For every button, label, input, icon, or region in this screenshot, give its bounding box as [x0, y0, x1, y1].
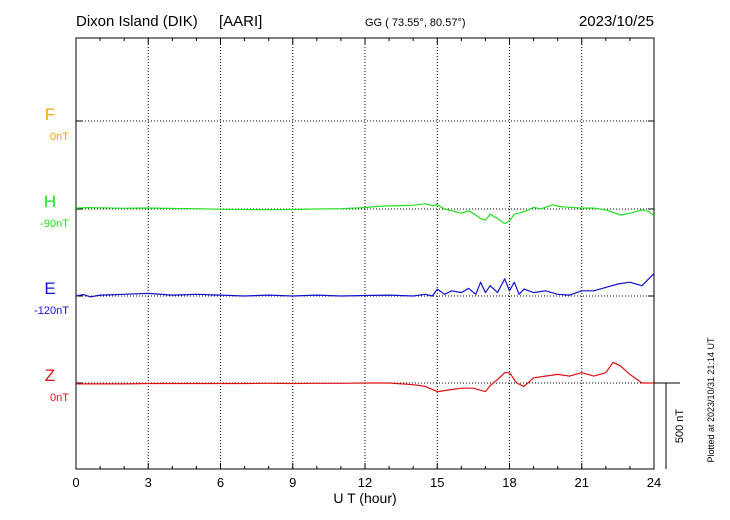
x-tick-label: 3 [145, 475, 152, 490]
scale-bar-label: 500 nT [674, 409, 686, 444]
plotted-timestamp: Plotted at 2023/10/31 21:14 UT [706, 337, 716, 463]
series-group [75, 203, 655, 393]
series-baseline-F: 0nT [50, 131, 69, 143]
x-tick-label: 9 [289, 475, 296, 490]
x-tick-label: 21 [575, 475, 589, 490]
series-baseline-E: -120nT [34, 305, 69, 317]
x-tick-label: 12 [358, 475, 372, 490]
x-tick-label: 6 [217, 475, 224, 490]
scale-bar: 500 nT [654, 382, 686, 469]
institute-label: [AARI] [219, 13, 262, 30]
x-tick-label: 15 [430, 475, 444, 490]
series-labels: F 0nT H -90nT E -120nT Z 0nT [34, 105, 69, 404]
series-name-E: E [44, 279, 55, 298]
series-baselines [76, 120, 654, 384]
x-axis-ticks: 0 3 6 9 12 15 18 21 24 [72, 38, 661, 490]
series-line-H [75, 203, 655, 225]
grid-lines [147, 38, 583, 469]
series-line-Z [76, 361, 654, 393]
station-title: Dixon Island (DIK) [76, 13, 198, 30]
date-label: 2023/10/25 [579, 13, 654, 30]
series-name-Z: Z [45, 366, 55, 385]
x-tick-label: 0 [72, 475, 79, 490]
x-tick-label: 24 [647, 475, 661, 490]
series-line-E [75, 273, 655, 298]
series-baseline-H: -90nT [40, 218, 69, 230]
series-name-F: F [45, 105, 55, 124]
x-tick-label: 18 [502, 475, 516, 490]
coordinates-label: GG ( 73.55°, 80.57°) [365, 17, 466, 29]
x-axis-label: U T (hour) [333, 490, 396, 506]
series-baseline-Z: 0nT [50, 392, 69, 404]
series-name-H: H [44, 192, 56, 211]
